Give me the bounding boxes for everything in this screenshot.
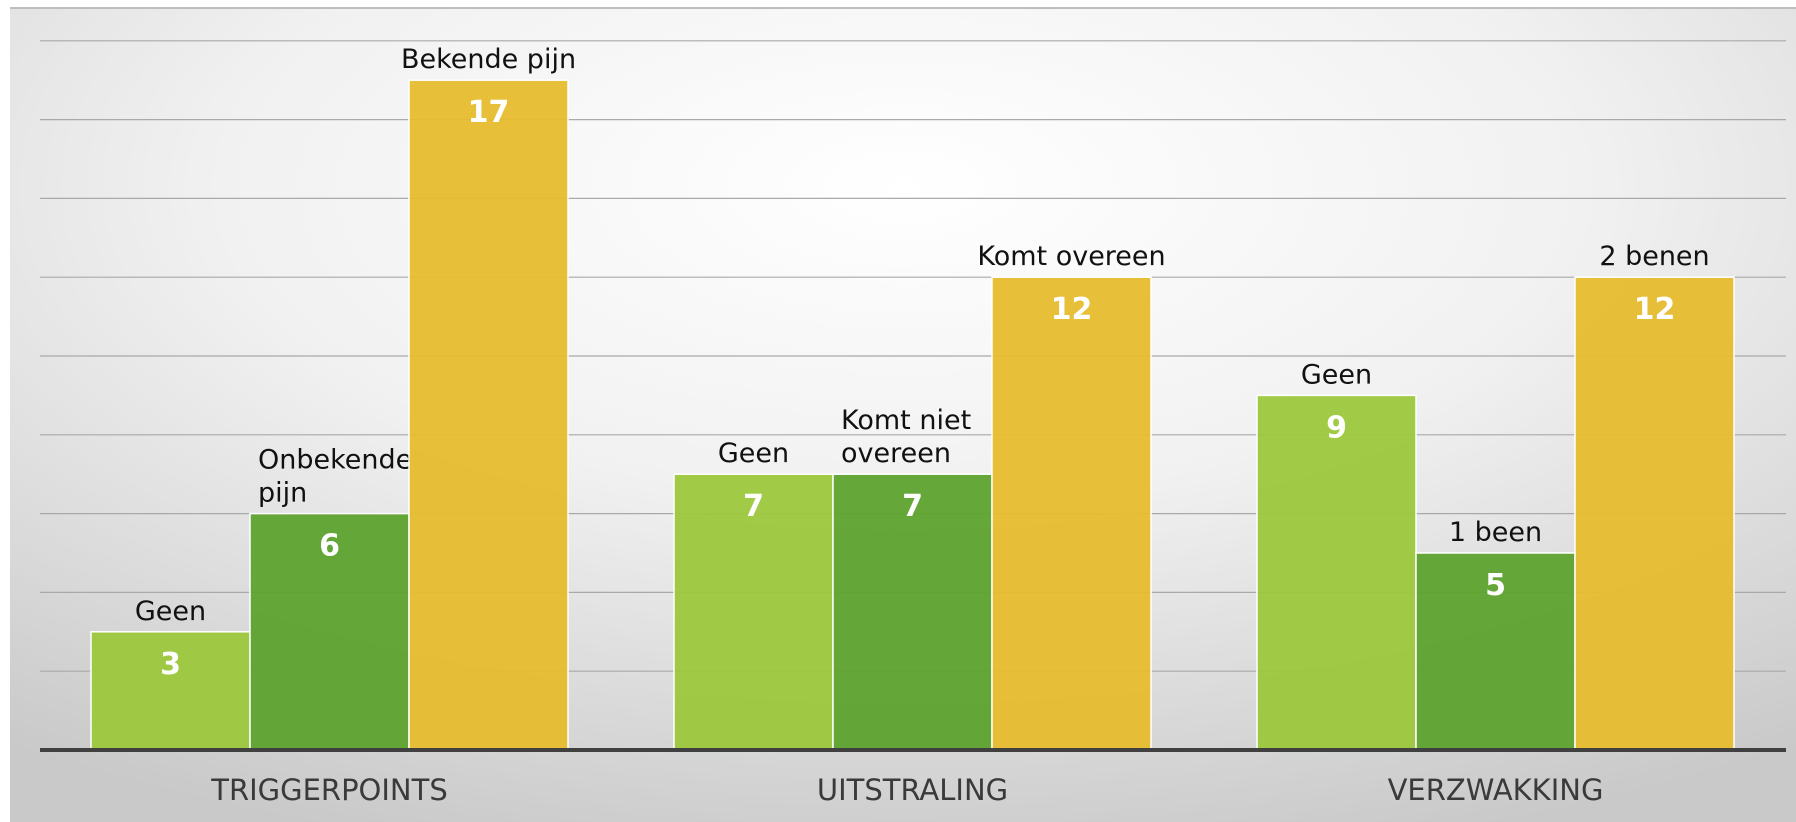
bar <box>1415 552 1576 751</box>
bar <box>673 473 834 751</box>
category-tick-label: UITSTRALING <box>817 773 1008 807</box>
series-label: Geen <box>718 438 789 469</box>
data-label: 7 <box>902 489 923 524</box>
series-label: Komt overeen <box>977 241 1165 272</box>
series-label: Geen <box>135 596 206 627</box>
data-label: 7 <box>743 489 764 524</box>
bar <box>1574 276 1735 751</box>
data-label: 17 <box>468 95 510 130</box>
bars: 3 Geen 6 Onbekende pijn 17 Bekende pijn 7 Geen 7 K… <box>90 44 1735 751</box>
data-label: 12 <box>1051 292 1093 327</box>
data-label: 3 <box>160 647 181 682</box>
data-label: 9 <box>1326 410 1347 445</box>
series-label: 2 benen <box>1599 241 1709 272</box>
series-label: 1 been <box>1449 517 1542 548</box>
bar <box>90 631 251 751</box>
series-label: Geen <box>1301 359 1372 390</box>
data-label: 6 <box>319 529 340 564</box>
series-label: Onbekende pijn <box>258 445 412 509</box>
category-tick-label: VERZWAKKING <box>1388 773 1604 807</box>
series-label: Bekende pijn <box>401 44 576 75</box>
bar <box>832 473 993 751</box>
bar <box>991 276 1152 751</box>
category-tick-label: TRIGGERPOINTS <box>210 773 448 807</box>
category-labels: TRIGGERPOINTS UITSTRALING VERZWAKKING <box>210 773 1603 807</box>
data-label: 5 <box>1485 568 1506 603</box>
bar <box>408 79 569 751</box>
series-label: Komt niet overeen <box>841 405 971 469</box>
data-label: 12 <box>1634 292 1676 327</box>
bar <box>1256 394 1417 751</box>
